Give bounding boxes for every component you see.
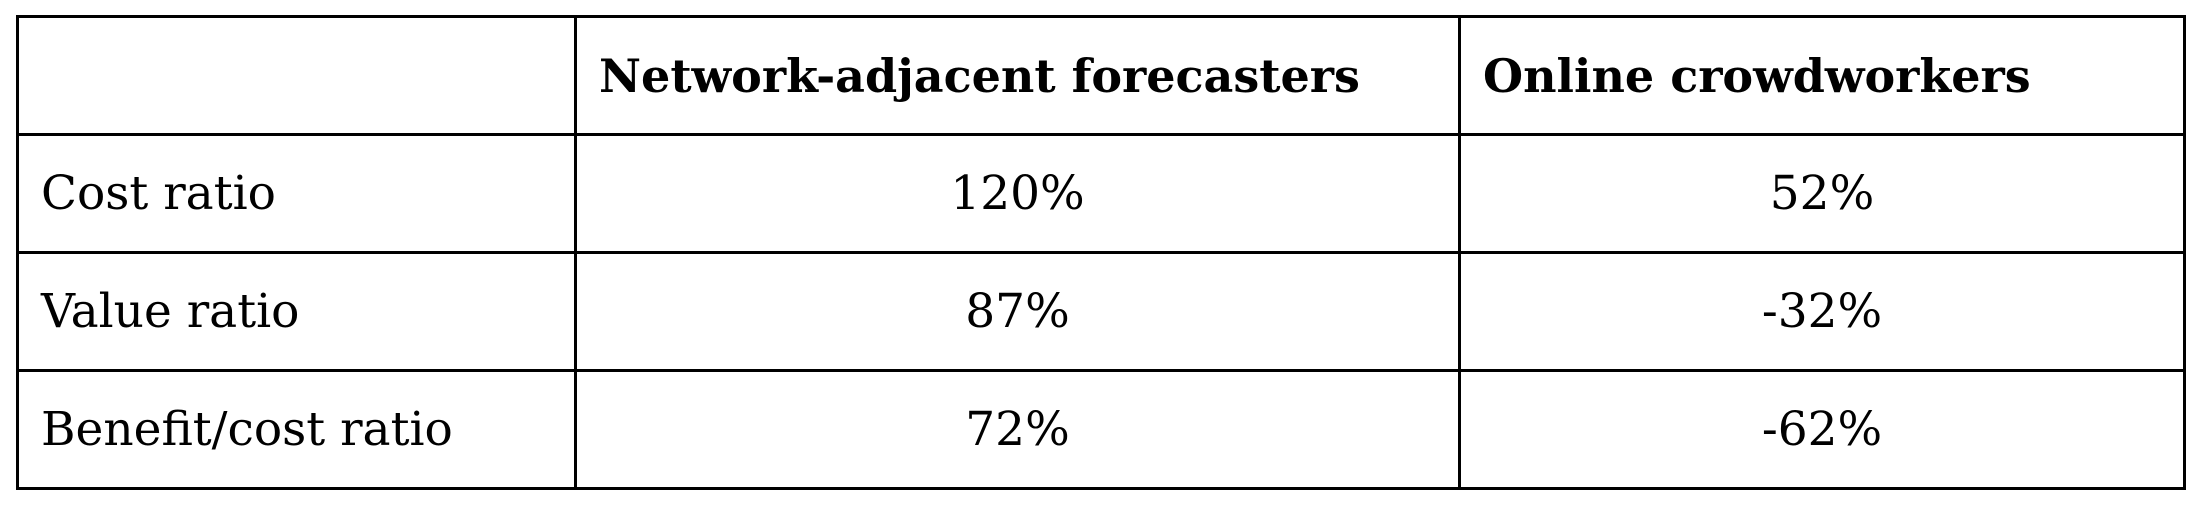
row-label-value-ratio: Value ratio: [16, 251, 577, 372]
cell-benefit-cost-ratio-crowdworkers: -62%: [1458, 369, 2186, 490]
cell-cost-ratio-network: 120%: [574, 133, 1461, 254]
header-row: Network-adjacent forecasters Online crow…: [16, 15, 2186, 136]
table-row: Benefit/cost ratio 72% -62%: [16, 369, 2186, 490]
row-label-benefit-cost-ratio: Benefit/cost ratio: [16, 369, 577, 490]
cell-benefit-cost-ratio-network: 72%: [574, 369, 1461, 490]
row-label-cost-ratio: Cost ratio: [16, 133, 577, 254]
comparison-table: Network-adjacent forecasters Online crow…: [16, 15, 2186, 490]
comparison-table-container: Network-adjacent forecasters Online crow…: [16, 15, 2186, 490]
cell-value-ratio-network: 87%: [574, 251, 1461, 372]
table-row: Value ratio 87% -32%: [16, 251, 2186, 372]
header-network-adjacent-forecasters: Network-adjacent forecasters: [574, 15, 1461, 136]
table-row: Cost ratio 120% 52%: [16, 133, 2186, 254]
header-empty-cell: [16, 15, 577, 136]
cell-cost-ratio-crowdworkers: 52%: [1458, 133, 2186, 254]
cell-value-ratio-crowdworkers: -32%: [1458, 251, 2186, 372]
header-online-crowdworkers: Online crowdworkers: [1458, 15, 2186, 136]
